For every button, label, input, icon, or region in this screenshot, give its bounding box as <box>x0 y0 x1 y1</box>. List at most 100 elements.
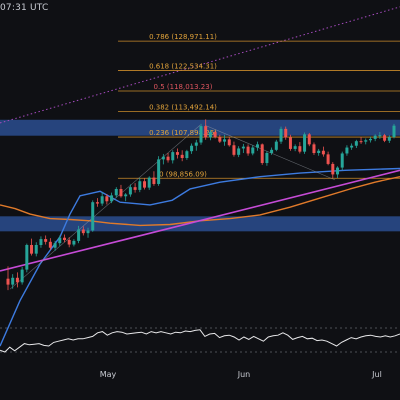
candle-body-24 <box>119 188 123 197</box>
candle-body-49 <box>237 148 241 155</box>
candle-body-23 <box>114 188 118 196</box>
header-time: 07:31 UTC <box>0 3 49 13</box>
candle-body-75 <box>359 141 363 143</box>
candle-body-58 <box>279 128 283 142</box>
candle-body-40 <box>194 142 198 146</box>
candle-body-15 <box>77 229 81 241</box>
candle-body-42 <box>204 126 208 138</box>
x-tick-may: May <box>100 370 117 379</box>
candle-body-11 <box>58 237 62 244</box>
candle-body-36 <box>175 152 179 155</box>
x-tick-jun: Jun <box>237 370 251 379</box>
candle-body-5 <box>30 244 34 254</box>
candle-body-67 <box>321 150 325 155</box>
candle-body-63 <box>303 134 307 152</box>
x-tick-jul: Jul <box>371 370 382 379</box>
candle-body-4 <box>25 244 29 270</box>
candle-body-69 <box>331 163 335 175</box>
moving-average-slow <box>0 176 400 227</box>
rsi-line <box>0 329 400 353</box>
fib-label-0: 0.786 (128,971.11) <box>149 33 217 41</box>
moving-average-fast <box>0 167 400 347</box>
candle-body-70 <box>336 167 340 175</box>
candle-body-29 <box>143 181 147 188</box>
candle-body-66 <box>317 150 321 154</box>
candle-body-33 <box>161 156 165 160</box>
candle-body-17 <box>86 230 90 234</box>
candle-body-54 <box>260 144 264 164</box>
candle-body-10 <box>53 243 57 248</box>
candle-body-56 <box>270 149 274 154</box>
candle-body-53 <box>255 144 259 148</box>
candle-body-39 <box>190 145 194 152</box>
candle-body-35 <box>171 152 175 161</box>
fib-label-2: 0.5 (118,013.23) <box>154 83 213 91</box>
candle-body-61 <box>293 146 297 149</box>
candle-body-20 <box>100 196 104 204</box>
candle-body-34 <box>166 156 170 161</box>
candle-body-64 <box>307 134 311 145</box>
candle-body-16 <box>81 229 85 234</box>
candle-body-19 <box>95 202 99 204</box>
candle-body-38 <box>185 151 189 159</box>
candle-body-27 <box>133 187 137 190</box>
candle-body-25 <box>124 194 128 197</box>
candle-body-81 <box>387 137 391 141</box>
candle-body-8 <box>44 239 48 242</box>
candle-body-82 <box>392 125 396 138</box>
candle-body-60 <box>288 137 292 149</box>
candle-body-0 <box>6 278 10 285</box>
candle-body-46 <box>223 139 227 142</box>
candle-body-6 <box>34 244 38 254</box>
candle-body-79 <box>378 135 382 137</box>
candle-body-18 <box>91 202 95 231</box>
candle-body-71 <box>340 153 344 168</box>
candle-body-68 <box>326 154 330 164</box>
candle-body-77 <box>368 138 372 141</box>
candle-body-62 <box>298 146 302 152</box>
drawing-diagonal-2 <box>204 124 336 181</box>
candle-body-59 <box>284 128 288 138</box>
fib-label-1: 0.618 (122,534.31) <box>149 62 217 70</box>
candle-body-41 <box>199 126 203 143</box>
zone-1 <box>0 216 400 232</box>
fib-label-5: 0 (98,856.09) <box>159 170 207 178</box>
candle-body-47 <box>227 139 231 146</box>
candle-body-31 <box>152 177 156 184</box>
candle-body-80 <box>383 135 387 141</box>
candle-body-74 <box>354 141 358 146</box>
candle-body-50 <box>241 146 245 149</box>
candle-body-52 <box>251 147 255 154</box>
candle-body-78 <box>373 135 377 139</box>
candle-body-2 <box>15 277 19 283</box>
drawing-diagonal-1 <box>9 125 201 290</box>
candle-body-9 <box>48 241 52 248</box>
candle-body-28 <box>138 181 142 190</box>
candle-body-45 <box>218 137 222 142</box>
candle-body-43 <box>208 132 212 138</box>
ascending-trendline <box>0 169 400 272</box>
candle-body-13 <box>67 239 71 245</box>
fib-label-3: 0.382 (113,492.14) <box>149 104 217 112</box>
candle-body-37 <box>180 154 184 159</box>
diagonal-dotted-line <box>0 6 400 124</box>
candle-body-73 <box>350 145 354 148</box>
candle-body-57 <box>274 141 278 150</box>
candle-body-7 <box>39 239 43 245</box>
candle-body-14 <box>72 240 76 245</box>
candle-body-30 <box>147 177 151 188</box>
candle-body-26 <box>128 187 132 195</box>
candle-body-1 <box>11 277 15 285</box>
candle-body-72 <box>345 147 349 154</box>
candle-body-22 <box>110 195 114 202</box>
candle-body-21 <box>105 196 109 202</box>
candle-body-3 <box>20 269 24 283</box>
candle-body-44 <box>213 132 217 138</box>
candle-body-32 <box>157 159 161 184</box>
candle-body-12 <box>62 237 66 240</box>
candle-body-48 <box>232 145 236 155</box>
candle-body-65 <box>312 144 316 154</box>
candle-body-51 <box>246 146 250 154</box>
